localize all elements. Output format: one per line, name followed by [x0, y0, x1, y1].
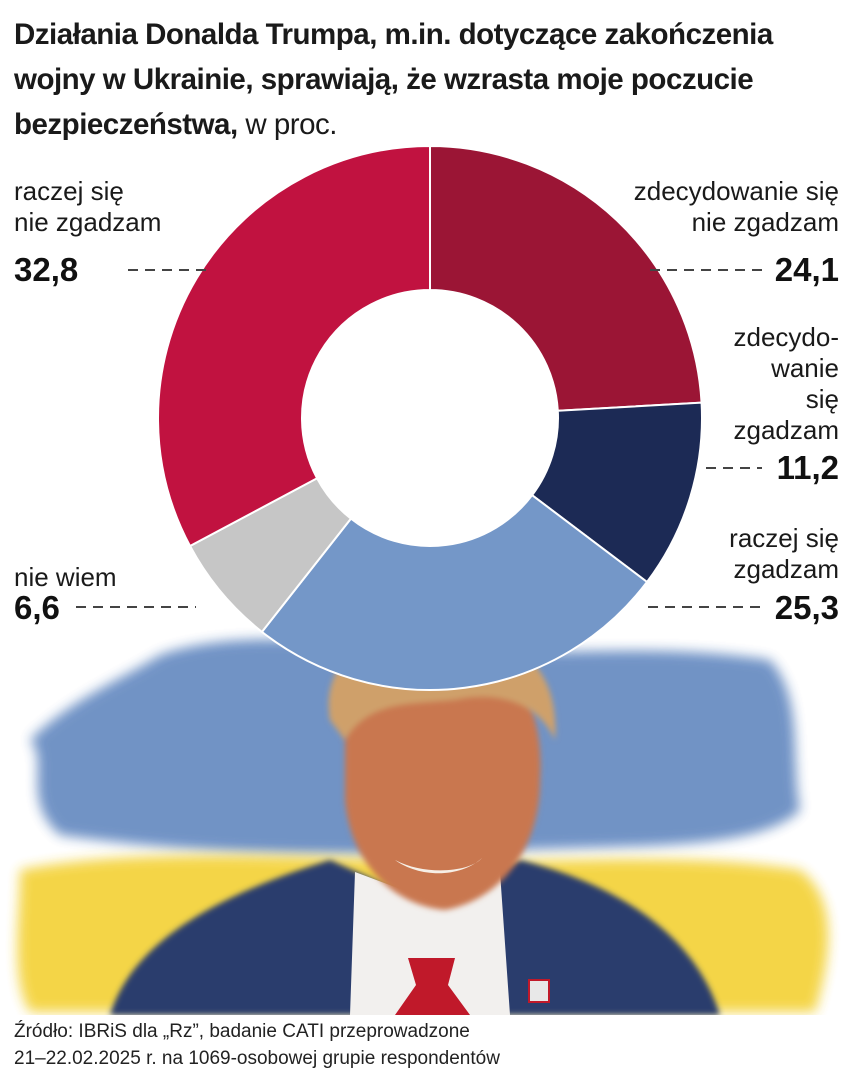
label-line: nie wiem [14, 562, 117, 592]
label-line: zdecydo- [733, 322, 840, 352]
source-line-1: Źródło: IBRiS dla „Rz”, badanie CATI prz… [14, 1021, 470, 1042]
slice-label-zdecydowanie-zgadzam: zdecydo- wanie się zgadzam [734, 322, 840, 446]
slice-label-zdecydowanie-nie-zgadzam: zdecydowanie się nie zgadzam [634, 176, 839, 238]
slice-label-raczej-nie-zgadzam: raczej się nie zgadzam [14, 176, 161, 238]
source-line-2: 21–22.02.2025 r. na 1069-osobowej grupie… [14, 1048, 500, 1069]
donut-chart [157, 144, 703, 691]
label-line: zgadzam [733, 415, 840, 445]
portrait-tie [395, 958, 470, 1015]
chart-title: Działania Donalda Trumpa, m.in. dotycząc… [14, 12, 844, 147]
title-main: Działania Donalda Trumpa, m.in. dotycząc… [14, 18, 773, 141]
label-line: zdecydowanie się [633, 176, 839, 206]
portrait-smile [395, 858, 482, 874]
portrait-shirt [350, 872, 510, 1015]
title-unit: w proc. [245, 108, 337, 141]
slice-value-zdecydowanie-zgadzam: 11,2 [776, 449, 839, 486]
chart-canvas [17, 144, 829, 1015]
slice-label-nie-wiem: nie wiem [14, 562, 117, 593]
label-line: wanie [771, 353, 839, 383]
source-note: Źródło: IBRiS dla „Rz”, badanie CATI prz… [14, 1018, 834, 1072]
label-line: raczej się [14, 176, 124, 206]
slice-value-raczej-zgadzam: 25,3 [774, 589, 839, 626]
label-line: się [805, 384, 839, 414]
slice-value-zdecydowanie-nie-zgadzam: 24,1 [774, 251, 839, 288]
slice-value-nie-wiem: 6,6 [14, 589, 60, 626]
donut-hole [302, 290, 558, 546]
label-line: zgadzam [733, 554, 840, 584]
label-line: raczej się [729, 523, 839, 553]
donut-slice-raczej-zgadzam [260, 493, 649, 691]
label-line: nie zgadzam [691, 207, 839, 237]
portrait-lapel-pin [528, 979, 550, 1003]
slice-label-raczej-zgadzam: raczej się zgadzam [729, 523, 839, 585]
label-line: nie zgadzam [14, 207, 162, 237]
slice-value-raczej-nie-zgadzam: 32,8 [14, 251, 79, 288]
